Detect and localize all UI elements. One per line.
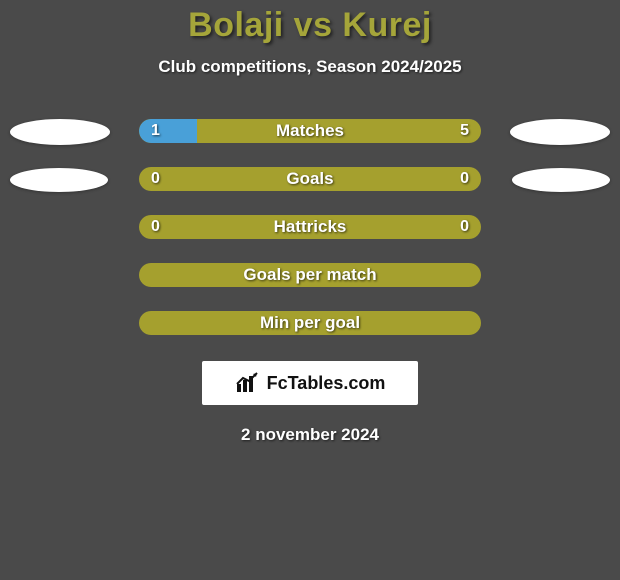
stat-bar: Hattricks0 0 (139, 215, 481, 239)
stat-value-right: 0 (460, 170, 469, 188)
stat-value-right: 5 (460, 122, 469, 140)
player-right-ellipse (512, 168, 610, 192)
stat-label: Matches (139, 121, 481, 141)
comparison-row: Matches1 5 (0, 119, 620, 145)
player-left-ellipse (10, 119, 110, 145)
stat-label: Min per goal (139, 313, 481, 333)
subtitle: Club competitions, Season 2024/2025 (0, 57, 620, 77)
stat-label: Goals (139, 169, 481, 189)
stat-label: Goals per match (139, 265, 481, 285)
stat-value-left: 1 (151, 122, 160, 140)
comparison-row: Goals per match (0, 263, 620, 289)
comparison-row: Min per goal (0, 311, 620, 337)
content-root: Bolaji vs Kurej Club competitions, Seaso… (0, 0, 620, 445)
comparison-row: Goals0 0 (0, 167, 620, 193)
stat-value-left: 0 (151, 170, 160, 188)
player-left-ellipse (10, 168, 108, 192)
stat-bar: Matches1 5 (139, 119, 481, 143)
stat-value-right: 0 (460, 218, 469, 236)
date-line: 2 november 2024 (0, 425, 620, 445)
page-title: Bolaji vs Kurej (0, 6, 620, 45)
comparison-rows: Matches15Goals00Hattricks00Goals per mat… (0, 119, 620, 337)
player-right-ellipse (510, 119, 610, 145)
comparison-row: Hattricks0 0 (0, 215, 620, 241)
stat-label: Hattricks (139, 217, 481, 237)
brand-box: FcTables.com (202, 361, 418, 405)
stat-bar: Goals0 0 (139, 167, 481, 191)
stat-bar: Goals per match (139, 263, 481, 287)
bar-chart-icon (235, 372, 261, 394)
brand-text: FcTables.com (267, 373, 386, 394)
stat-value-left: 0 (151, 218, 160, 236)
stat-bar: Min per goal (139, 311, 481, 335)
